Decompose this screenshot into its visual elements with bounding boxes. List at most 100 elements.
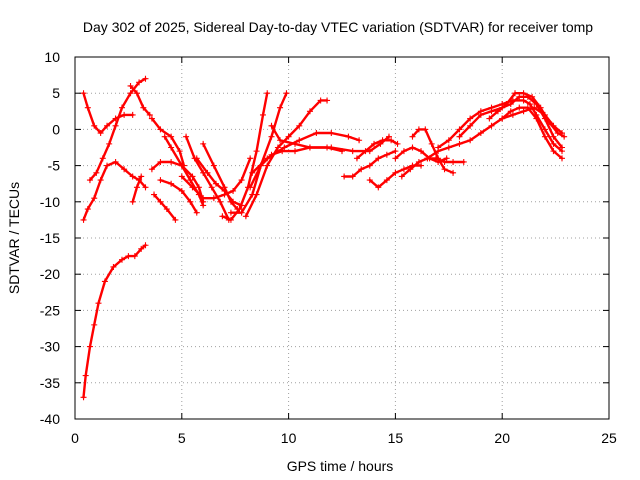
data-point xyxy=(118,104,125,111)
data-point xyxy=(424,155,431,162)
data-point xyxy=(200,202,207,209)
data-point xyxy=(445,137,452,144)
series-s10 xyxy=(161,133,207,209)
series-group xyxy=(80,75,568,401)
series-s32 xyxy=(499,104,566,162)
data-point xyxy=(296,137,303,144)
series-s2 xyxy=(80,158,149,223)
data-point xyxy=(200,169,207,176)
data-point xyxy=(383,177,390,184)
data-point xyxy=(526,101,533,108)
data-point xyxy=(375,155,382,162)
data-point xyxy=(432,155,439,162)
data-point xyxy=(178,187,185,194)
data-point xyxy=(247,184,254,191)
data-point xyxy=(95,300,102,307)
data-point xyxy=(253,148,260,155)
data-point xyxy=(82,372,89,379)
data-point xyxy=(84,206,91,213)
series-line xyxy=(129,84,151,117)
series-s25 xyxy=(392,144,450,165)
data-point xyxy=(210,162,217,169)
data-point xyxy=(168,180,175,187)
data-point xyxy=(178,162,185,169)
data-point xyxy=(178,173,185,180)
data-point xyxy=(400,166,407,173)
data-point xyxy=(136,79,143,86)
data-point xyxy=(112,158,119,165)
series-s11 xyxy=(157,177,200,216)
data-point xyxy=(97,130,104,137)
data-point xyxy=(388,137,395,144)
data-point xyxy=(168,144,175,151)
tick-marks xyxy=(74,56,610,420)
data-point xyxy=(187,177,194,184)
data-point xyxy=(306,144,313,151)
y-tick-label: -25 xyxy=(40,302,60,318)
data-point xyxy=(146,111,153,118)
data-point xyxy=(133,90,140,97)
data-point xyxy=(486,115,493,122)
data-point xyxy=(456,140,463,147)
data-point xyxy=(131,253,138,260)
data-point xyxy=(253,191,260,198)
data-point xyxy=(133,184,140,191)
series-s22 xyxy=(341,148,399,180)
data-point xyxy=(142,75,149,82)
data-point xyxy=(477,111,484,118)
series-s8 xyxy=(151,191,179,223)
data-point xyxy=(176,148,183,155)
series-s4 xyxy=(86,75,149,184)
data-point xyxy=(172,216,179,223)
data-point xyxy=(208,184,215,191)
chart-title: Day 302 of 2025, Sidereal Day-to-day VTE… xyxy=(83,19,593,35)
data-point xyxy=(450,169,457,176)
data-point xyxy=(227,198,234,205)
data-point xyxy=(546,119,553,126)
data-point xyxy=(277,104,284,111)
y-tick-labels: -40 -35 -30 -25 -20 -15 -10 -5 0 5 10 xyxy=(40,49,60,427)
series-line xyxy=(180,157,252,200)
data-point xyxy=(441,166,448,173)
data-point xyxy=(292,148,299,155)
grid xyxy=(75,57,609,419)
series-line xyxy=(458,95,564,149)
series-s5 xyxy=(129,173,145,205)
series-line xyxy=(82,160,147,222)
data-point xyxy=(409,144,416,151)
data-point xyxy=(499,115,506,122)
data-point xyxy=(168,158,175,165)
series-s7 xyxy=(148,115,187,169)
data-point xyxy=(195,184,202,191)
data-point xyxy=(550,148,557,155)
data-point xyxy=(541,133,548,140)
data-point xyxy=(488,108,495,115)
data-point xyxy=(392,155,399,162)
data-point xyxy=(148,166,155,173)
data-point xyxy=(460,158,467,165)
data-point xyxy=(428,140,435,147)
data-point xyxy=(104,162,111,169)
data-point xyxy=(129,111,136,118)
data-point xyxy=(383,151,390,158)
series-s15 xyxy=(183,133,232,223)
data-point xyxy=(477,130,484,137)
series-line xyxy=(501,106,564,160)
data-point xyxy=(91,122,98,129)
series-line xyxy=(400,157,465,178)
data-point xyxy=(550,133,557,140)
y-tick-label: -15 xyxy=(40,230,60,246)
data-point xyxy=(142,184,149,191)
data-point xyxy=(559,155,566,162)
data-point xyxy=(217,198,224,205)
data-point xyxy=(328,144,335,151)
data-point xyxy=(125,253,132,260)
data-point xyxy=(157,198,164,205)
data-point xyxy=(161,133,168,140)
data-point xyxy=(189,173,196,180)
data-point xyxy=(324,97,331,104)
data-point xyxy=(268,133,275,140)
data-point xyxy=(236,206,243,213)
data-point xyxy=(249,169,256,176)
data-point xyxy=(509,111,516,118)
